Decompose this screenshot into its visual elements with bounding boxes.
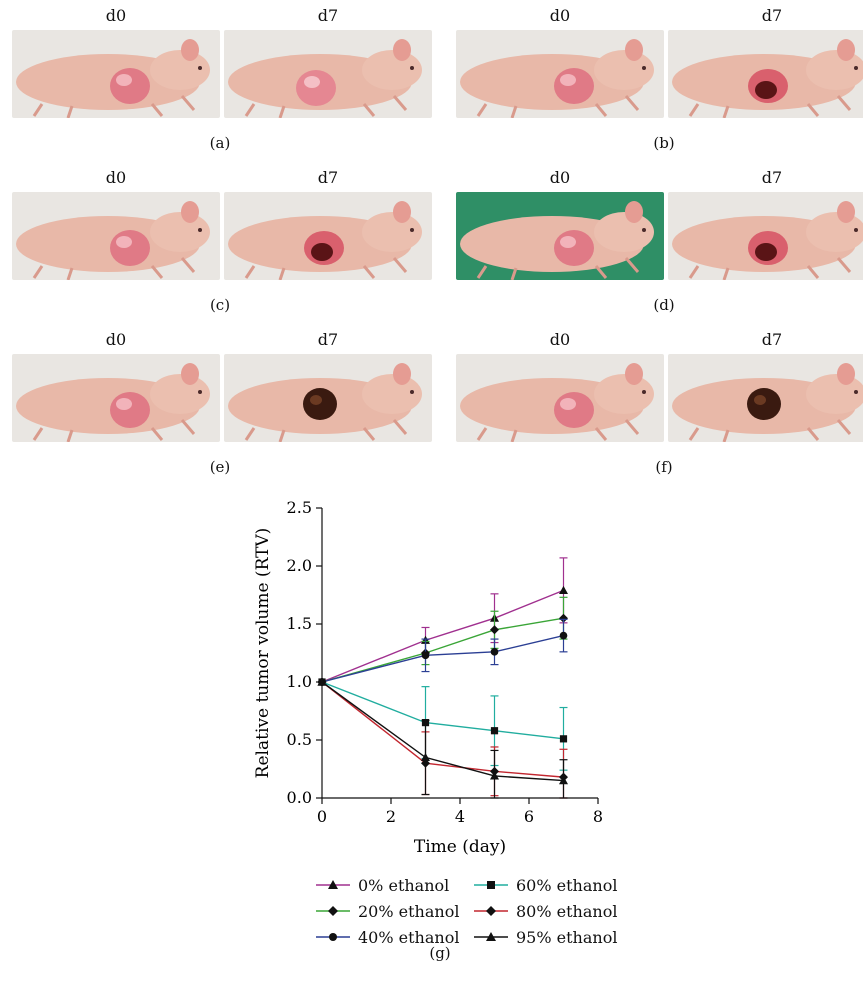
day-label: d0 xyxy=(549,168,571,187)
legend-item: 40% ethanol xyxy=(316,926,459,948)
legend-label: 40% ethanol xyxy=(358,927,460,947)
panel-label-g: (g) xyxy=(429,944,451,962)
y-tick-label: 2.5 xyxy=(287,498,312,517)
tumor-volume-chart: 0.0 0.5 1.0 1.5 2.0 2.5 0 2 4 6 8 Time (day) Relativ… xyxy=(253,498,603,857)
series-line-0 xyxy=(321,589,564,683)
data-point xyxy=(559,631,568,640)
mouse-photo-day7 xyxy=(224,30,432,118)
x-tick-label: 2 xyxy=(386,807,396,826)
legend-item: 60% ethanol xyxy=(474,874,617,896)
day-label: d0 xyxy=(549,6,571,25)
x-tick-label: 8 xyxy=(593,807,603,826)
y-tick-label: 1.5 xyxy=(287,614,312,633)
legend-label: 95% ethanol xyxy=(516,927,618,947)
legend-marker-icon xyxy=(474,906,508,916)
mouse-photo-day0 xyxy=(12,30,220,118)
data-point xyxy=(490,625,499,635)
data-point xyxy=(559,776,568,785)
legend-marker-icon xyxy=(316,933,350,941)
legend-label: 0% ethanol xyxy=(358,875,450,895)
day-label: d0 xyxy=(105,168,127,187)
data-point xyxy=(559,613,568,623)
day-label: d7 xyxy=(761,330,783,349)
panel-e: d0 d7 (e) xyxy=(0,330,440,480)
x-tick-label: 0 xyxy=(317,807,327,826)
y-tick-label: 0.0 xyxy=(287,788,312,807)
mouse-photo-day0 xyxy=(12,192,220,280)
mouse-photo-day0 xyxy=(12,354,220,442)
data-point xyxy=(490,648,499,656)
mouse-photo-day0 xyxy=(456,192,664,280)
mouse-photo-day0 xyxy=(456,354,664,442)
panel-d: d0 d7 (d) xyxy=(444,168,863,318)
mouse-photo-day7 xyxy=(668,192,863,280)
day-label: d7 xyxy=(317,6,339,25)
panel-label: (f) xyxy=(655,458,673,476)
legend-label: 20% ethanol xyxy=(358,901,460,921)
data-point xyxy=(559,585,568,594)
panel-b: d0 d7 (b) xyxy=(444,6,863,156)
data-point xyxy=(317,677,327,686)
day-label: d7 xyxy=(761,168,783,187)
data-point xyxy=(421,651,430,660)
legend-item: 80% ethanol xyxy=(474,900,617,922)
day-label: d0 xyxy=(105,330,127,349)
data-point xyxy=(490,727,499,735)
legend-marker-icon xyxy=(316,880,350,889)
y-tick-label: 1.0 xyxy=(287,672,312,691)
day-label: d7 xyxy=(317,168,339,187)
legend-marker-icon xyxy=(474,881,508,889)
day-label: d7 xyxy=(317,330,339,349)
data-point xyxy=(421,752,430,761)
mouse-photo-day7 xyxy=(668,30,863,118)
panel-label: (c) xyxy=(209,296,231,314)
data-point xyxy=(559,735,568,743)
y-axis-label: Relative tumor volume (RTV) xyxy=(253,528,273,779)
day-label: d0 xyxy=(105,6,127,25)
legend-label: 80% ethanol xyxy=(516,901,618,921)
panel-label: (b) xyxy=(653,134,675,152)
legend-label: 60% ethanol xyxy=(516,875,618,895)
x-axis-label: Time (day) xyxy=(414,837,506,857)
legend-marker-icon xyxy=(316,906,350,916)
day-label: d7 xyxy=(761,6,783,25)
legend-item: 95% ethanol xyxy=(474,926,617,948)
x-tick-label: 4 xyxy=(455,807,465,826)
series-line-5 xyxy=(321,681,564,782)
mouse-photo-day0 xyxy=(456,30,664,118)
panel-label: (a) xyxy=(209,134,231,152)
legend-item: 20% ethanol xyxy=(316,900,459,922)
panel-label: (e) xyxy=(209,458,231,476)
mouse-photo-day7 xyxy=(224,192,432,280)
y-tick-label: 0.5 xyxy=(287,730,312,749)
x-tick-label: 6 xyxy=(524,807,534,826)
y-tick-label: 2.0 xyxy=(287,556,312,575)
series-line-1 xyxy=(321,617,564,683)
panel-c: d0 d7 (c) xyxy=(0,168,440,318)
panel-label: (d) xyxy=(653,296,675,314)
mouse-photo-day7 xyxy=(668,354,863,442)
series-line-3 xyxy=(321,681,564,740)
mouse-photo-day7 xyxy=(224,354,432,442)
legend-marker-icon xyxy=(474,932,508,941)
panel-f: d0 d7 (f) xyxy=(444,330,863,480)
legend-item: 0% ethanol xyxy=(316,874,449,896)
day-label: d0 xyxy=(549,330,571,349)
data-point xyxy=(490,771,499,780)
series-line-2 xyxy=(321,634,564,683)
panel-a: d0 d7 (a) xyxy=(0,6,440,156)
